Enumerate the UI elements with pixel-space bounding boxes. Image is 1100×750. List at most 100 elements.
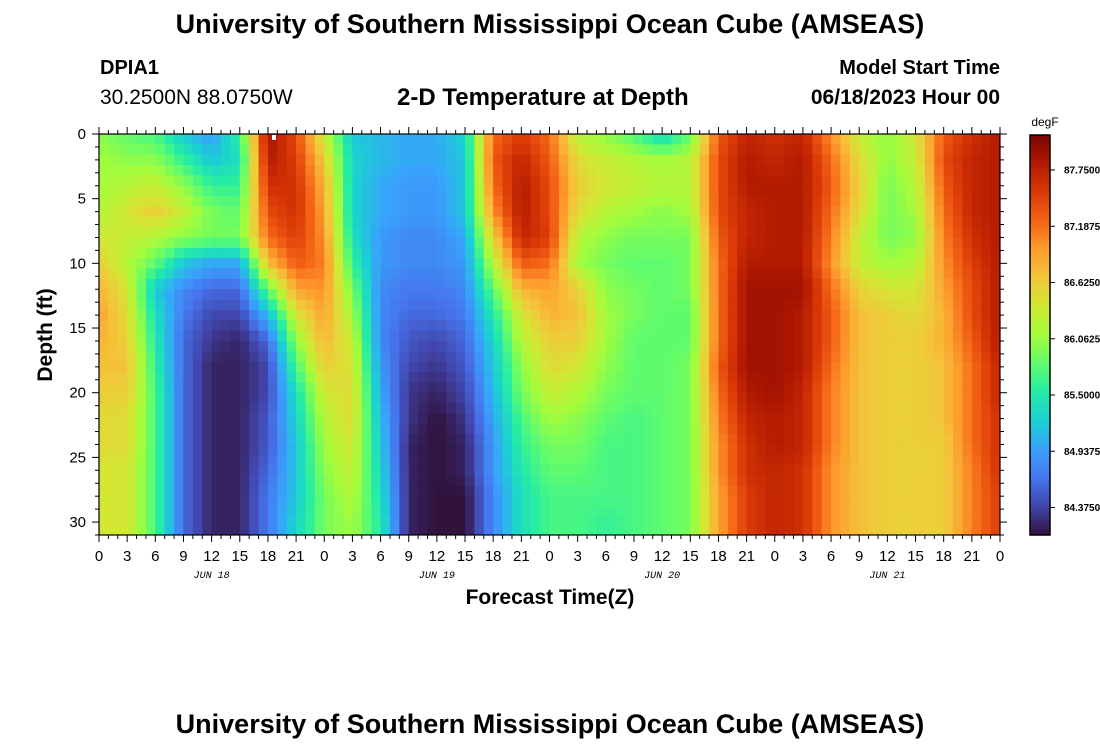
heatmap-cell <box>239 351 250 363</box>
heatmap-cell <box>943 475 954 487</box>
heatmap-cell <box>145 485 156 497</box>
heatmap-cell <box>221 382 231 394</box>
heatmap-cell <box>793 454 804 466</box>
heatmap-cell <box>286 154 297 166</box>
heatmap-cell <box>868 196 879 208</box>
heatmap-cell <box>277 289 288 301</box>
heatmap-cell <box>511 496 522 508</box>
heatmap-cell <box>239 165 250 176</box>
heatmap-cell <box>183 278 194 290</box>
heatmap-cell <box>896 496 907 508</box>
heatmap-cell <box>239 320 250 332</box>
heatmap-cell <box>145 496 156 508</box>
heatmap-cell <box>258 299 269 311</box>
heatmap-cell <box>737 289 748 301</box>
heatmap-cell <box>530 237 541 249</box>
heatmap-cell <box>727 423 738 435</box>
heatmap-cell <box>239 392 250 404</box>
heatmap-cell <box>802 496 813 508</box>
heatmap-cell <box>568 196 579 208</box>
heatmap-cell <box>192 144 203 156</box>
heatmap-cell <box>436 444 447 456</box>
heatmap-cell <box>962 196 973 208</box>
heatmap-cell <box>727 289 738 301</box>
heatmap-cell <box>239 154 250 166</box>
heatmap-cell <box>502 185 513 197</box>
heatmap-cell <box>981 185 992 197</box>
heatmap-cell <box>774 372 785 383</box>
heatmap-cell <box>155 485 166 497</box>
heatmap-cell <box>155 258 166 270</box>
heatmap-cell <box>558 454 569 466</box>
heatmap-cell <box>493 206 504 218</box>
heatmap-cell <box>737 134 748 145</box>
heatmap-cell <box>211 196 222 208</box>
heatmap-cell <box>755 454 766 466</box>
heatmap-cell <box>174 227 185 239</box>
heatmap-cell <box>483 382 494 394</box>
heatmap-cell <box>333 434 344 446</box>
heatmap-cell <box>596 496 607 508</box>
heatmap-cell <box>831 227 842 239</box>
heatmap-cell <box>727 134 738 145</box>
heatmap-cell <box>727 403 738 415</box>
heatmap-cell <box>671 165 682 176</box>
heatmap-cell <box>418 361 429 373</box>
heatmap-cell <box>868 413 879 425</box>
heatmap-cell <box>258 227 269 239</box>
heatmap-cell <box>483 516 494 528</box>
heatmap-cell <box>971 372 982 383</box>
heatmap-cell <box>953 465 964 477</box>
heatmap-cell <box>690 403 701 415</box>
heatmap-cell <box>784 340 795 352</box>
heatmap-cell <box>587 340 598 352</box>
heatmap-cell <box>990 340 1000 352</box>
heatmap-cell <box>230 196 241 208</box>
heatmap-cell <box>596 454 607 466</box>
heatmap-cell <box>249 258 260 270</box>
heatmap-cell <box>155 454 166 466</box>
heatmap-cell <box>389 206 400 218</box>
heatmap-cell <box>558 527 569 535</box>
heatmap-cell <box>577 382 588 394</box>
heatmap-cell <box>333 382 344 394</box>
heatmap-cell <box>465 527 476 535</box>
heatmap-cell <box>108 299 119 311</box>
heatmap-cell <box>746 392 757 404</box>
heatmap-cell <box>408 144 419 156</box>
heatmap-cell <box>136 351 147 363</box>
heatmap-cell <box>765 434 776 446</box>
heatmap-cell <box>652 309 663 321</box>
heatmap-cell <box>887 382 898 394</box>
heatmap-cell <box>343 165 354 176</box>
heatmap-cell <box>145 413 156 425</box>
heatmap-cell <box>127 309 138 321</box>
heatmap-cell <box>399 196 410 208</box>
heatmap-cell <box>127 361 138 373</box>
heatmap-cell <box>324 289 335 301</box>
heatmap-cell <box>718 154 729 166</box>
heatmap-cell <box>671 299 682 311</box>
heatmap-cell <box>511 330 522 342</box>
heatmap-cell <box>202 372 213 383</box>
heatmap-cell <box>549 309 560 321</box>
heatmap-cell <box>662 330 673 342</box>
heatmap-cell <box>249 154 260 166</box>
heatmap-cell <box>596 237 607 249</box>
heatmap-cell <box>239 299 250 311</box>
heatmap-cell <box>465 206 476 218</box>
heatmap-cell <box>962 382 973 394</box>
heatmap-cell <box>136 475 147 487</box>
heatmap-cell <box>812 382 823 394</box>
heatmap-cell <box>108 496 119 508</box>
heatmap-cell <box>896 227 907 239</box>
heatmap-cell <box>868 309 879 321</box>
heatmap-cell <box>802 340 813 352</box>
heatmap-cell <box>896 506 907 518</box>
heatmap-cell <box>474 206 485 218</box>
heatmap-cell <box>249 185 260 197</box>
heatmap-cell <box>314 237 325 249</box>
heatmap-cell <box>699 227 710 239</box>
heatmap-cell <box>831 258 842 270</box>
heatmap-cell <box>239 340 250 352</box>
